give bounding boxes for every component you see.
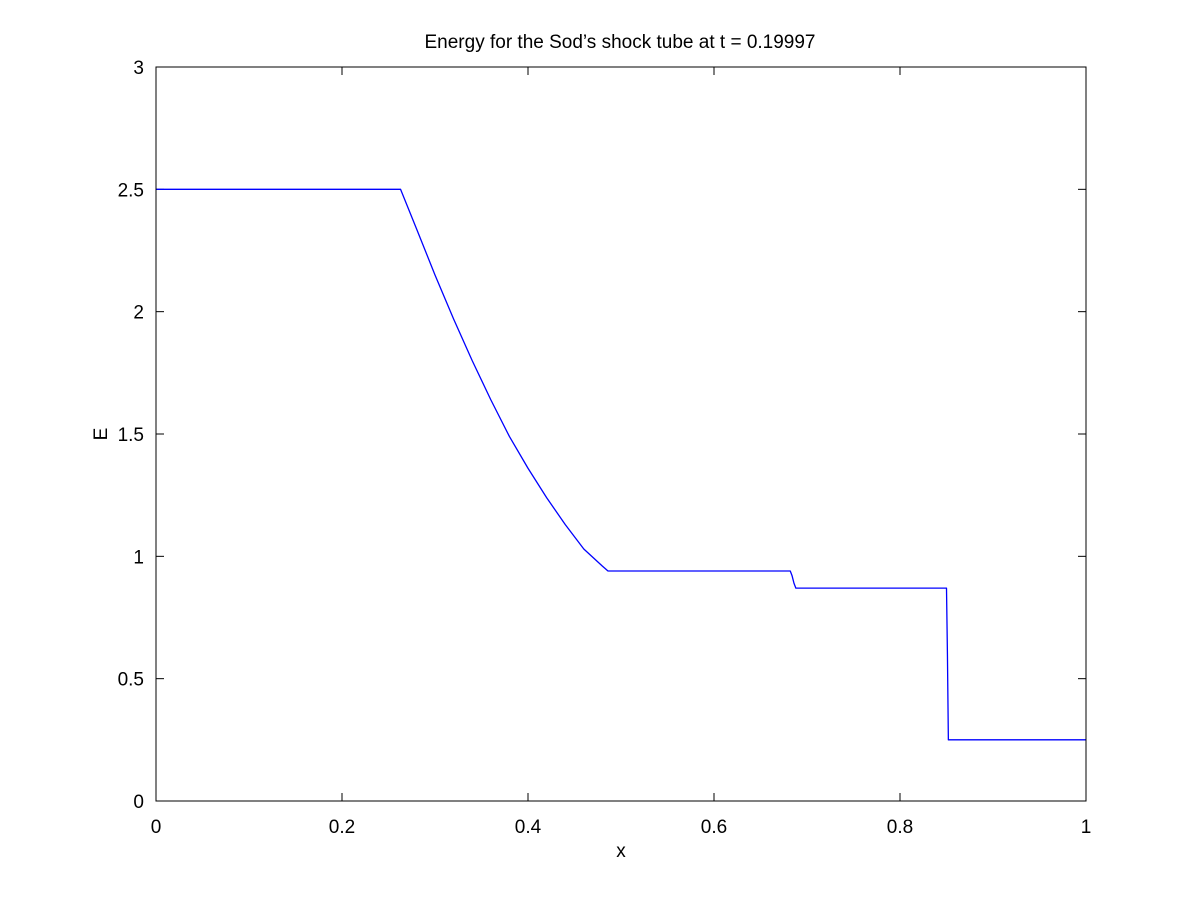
energy-series-line: [156, 188, 1086, 741]
x-axis-label: x: [616, 841, 626, 862]
tick-labels: 0 0.2 0.4 0.6 0.8 1 0 0.5 1 1.5 2 2.5 3: [118, 58, 1092, 838]
plot-frame: [155, 66, 1087, 802]
x-tick-label: 1: [1081, 817, 1092, 838]
y-tick-label: 1.5: [118, 425, 144, 446]
x-tick-label: 0.2: [329, 817, 355, 838]
x-tick-label: 0.6: [701, 817, 727, 838]
x-tick-label: 0.4: [515, 817, 542, 838]
y-tick-label: 1: [133, 547, 144, 568]
x-tick-label: 0: [151, 817, 162, 838]
x-tick-label: 0.8: [887, 817, 913, 838]
y-tick-label: 2.5: [118, 180, 144, 201]
y-tick-label: 2: [133, 303, 144, 324]
y-tick-label: 0: [133, 792, 144, 813]
chart-title: Energy for the Sod’s shock tube at t = 0…: [425, 32, 816, 53]
y-tick-label: 0.5: [118, 670, 144, 691]
y-tick-label: 3: [133, 58, 144, 79]
y-axis-label: E: [91, 428, 112, 441]
series-layer: [156, 188, 1086, 741]
